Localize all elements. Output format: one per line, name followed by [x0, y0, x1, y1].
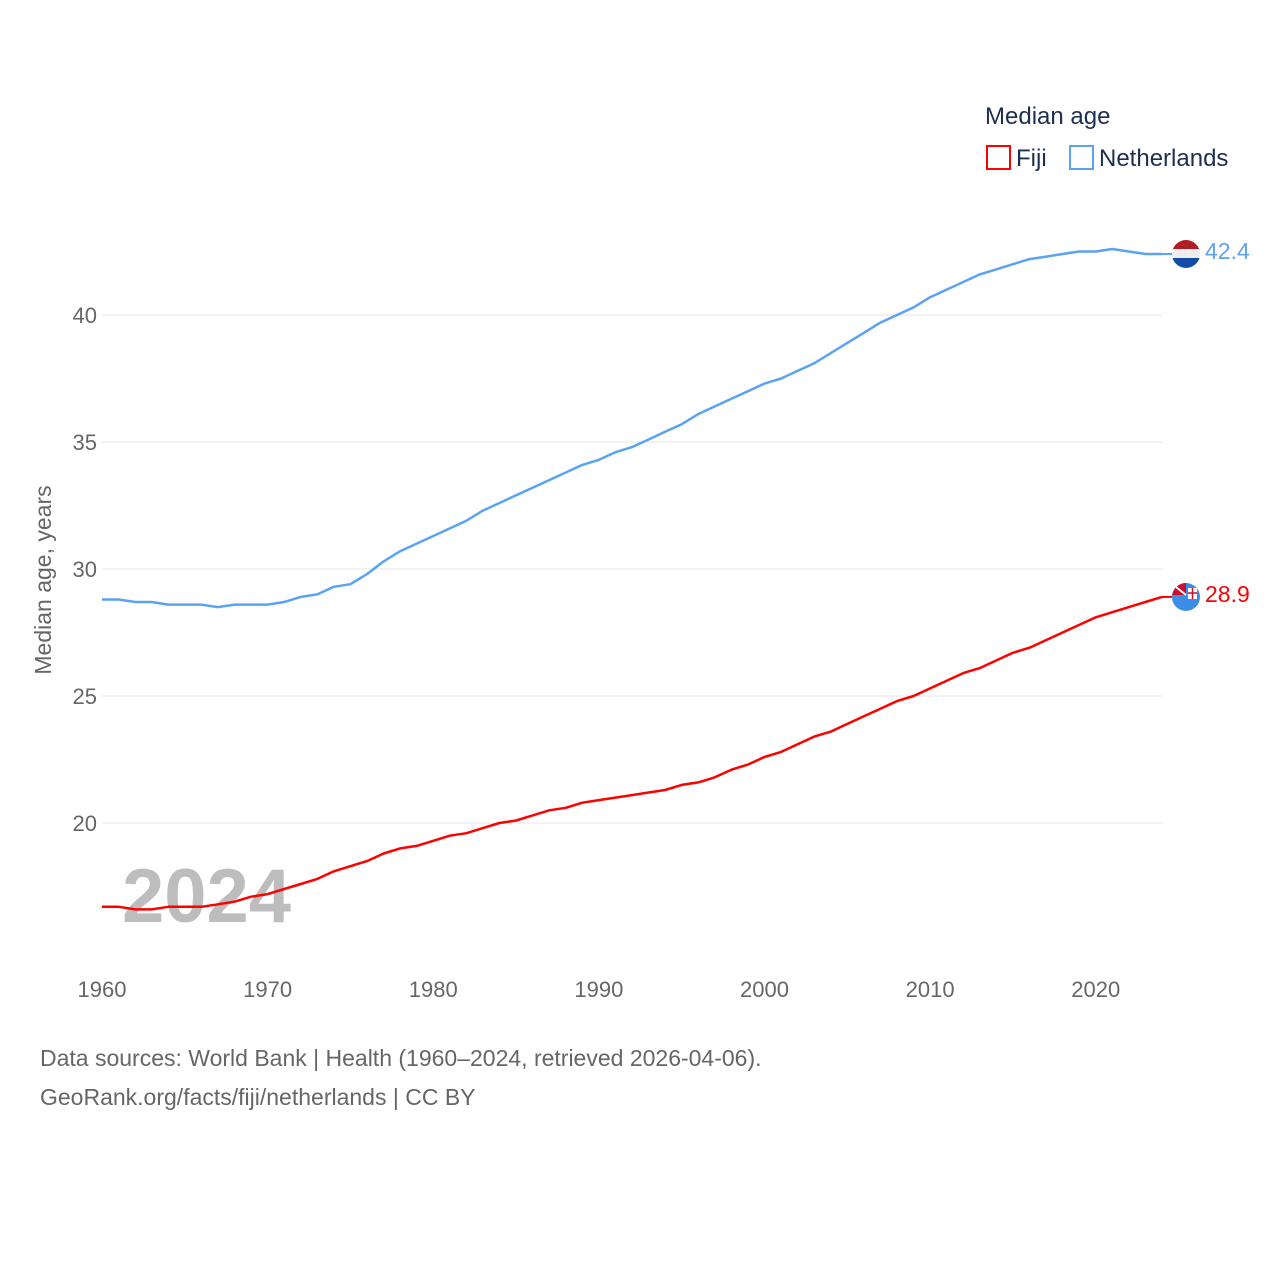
x-tick-label: 2000: [740, 977, 789, 1002]
credit-line: GeoRank.org/facts/fiji/netherlands | CC …: [40, 1084, 476, 1110]
end-markers: [1172, 240, 1200, 611]
gridlines: [102, 314, 1162, 824]
x-tick-label: 1970: [243, 977, 292, 1002]
y-axis-ticks: 20 25 30 35 40: [73, 303, 97, 836]
legend-item-netherlands[interactable]: Netherlands: [1069, 145, 1228, 172]
legend-label-fiji: Fiji: [1016, 145, 1047, 172]
data-sources: Data sources: World Bank | Health (1960–…: [40, 1045, 762, 1071]
x-tick-label: 1960: [78, 977, 127, 1002]
fiji-end-label: 28.9: [1205, 581, 1250, 607]
series-lines: [102, 247, 1172, 911]
series-line-netherlands: [102, 247, 1162, 609]
series-line-fiji: [102, 595, 1163, 911]
y-tick-label: 25: [73, 684, 97, 709]
y-tick-label: 35: [73, 430, 97, 455]
netherlands-end-label: 42.4: [1205, 238, 1250, 264]
x-tick-label: 1990: [574, 977, 623, 1002]
legend-swatch-netherlands: [1069, 145, 1094, 170]
legend-swatch-fiji: [986, 145, 1011, 170]
legend-title: Median age: [985, 103, 1110, 130]
y-tick-label: 40: [73, 303, 97, 328]
x-tick-label: 2020: [1071, 977, 1120, 1002]
fiji-flag-icon: [1172, 583, 1200, 611]
x-tick-label: 2010: [906, 977, 955, 1002]
x-axis-ticks: 1960 1970 1980 1990 2000 2010 2020: [78, 977, 1121, 1002]
legend-label-netherlands: Netherlands: [1099, 145, 1228, 172]
legend-item-fiji[interactable]: Fiji: [986, 145, 1047, 172]
legend: Median age Fiji Netherlands: [985, 103, 1228, 172]
y-axis-label: Median age, years: [30, 485, 56, 674]
netherlands-flag-icon: [1172, 240, 1200, 268]
y-tick-label: 30: [73, 557, 97, 582]
y-tick-label: 20: [73, 811, 97, 836]
x-tick-label: 1980: [409, 977, 458, 1002]
year-watermark: 2024: [122, 854, 291, 939]
